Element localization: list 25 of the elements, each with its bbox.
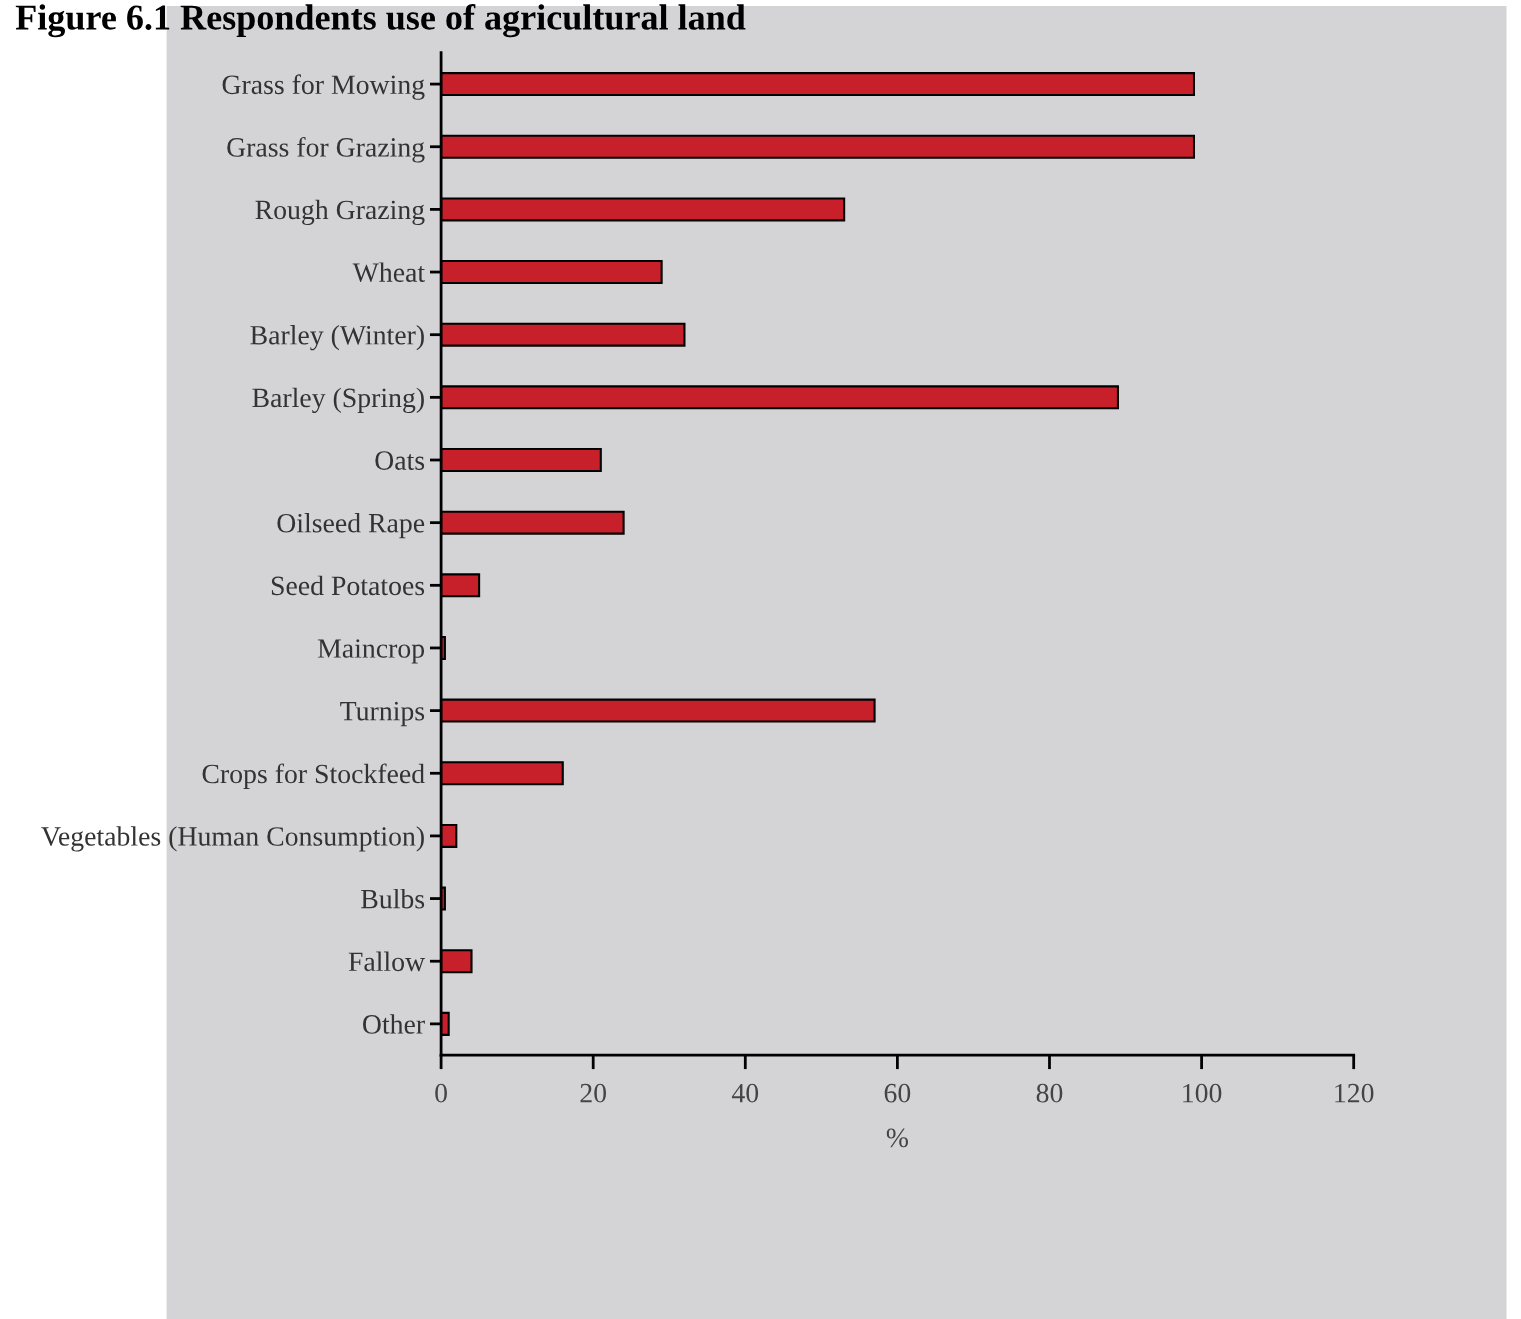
y-tick-label: Grass for Grazing (227, 136, 425, 163)
y-tick-label: Turnips (340, 701, 425, 727)
y-tick-label: Other (363, 1014, 425, 1034)
y-tick-label: Bulbs (361, 888, 425, 909)
x-tick-label: 40 (731, 1083, 759, 1103)
x-tick-label: 20 (580, 1083, 607, 1103)
chart-title: Figure 6.1 Respondents use of agricultural land (15, 3, 746, 38)
x-tick-label: 100 (1183, 1083, 1222, 1103)
x-tick-label: 120 (1335, 1083, 1374, 1103)
x-tick-label: 0 (435, 1083, 447, 1103)
x-tick-label: 80 (1036, 1083, 1063, 1103)
y-tick-label: Seed Potatoes (271, 575, 425, 596)
y-tick-label: Oilseed Rape (277, 513, 425, 539)
y-tick-label: Rough Grazing (255, 199, 425, 226)
y-tick-label: Oats (375, 451, 425, 470)
x-axis-title: % (886, 1128, 909, 1148)
y-tick-label: Fallow (348, 951, 425, 972)
y-tick-label: Vegetables (Human Consumption) (41, 826, 424, 852)
y-tick-label: Grass for Mowing (222, 74, 425, 100)
y-tick-label: Crops for Stockfeed (202, 763, 425, 789)
y-tick-label: Maincrop (317, 639, 425, 664)
x-tick-label: 60 (884, 1083, 911, 1103)
y-tick-label: Wheat (352, 262, 425, 283)
y-tick-label: Barley (Winter) (250, 325, 424, 351)
y-tick-label: Barley (Spring) (252, 387, 424, 413)
